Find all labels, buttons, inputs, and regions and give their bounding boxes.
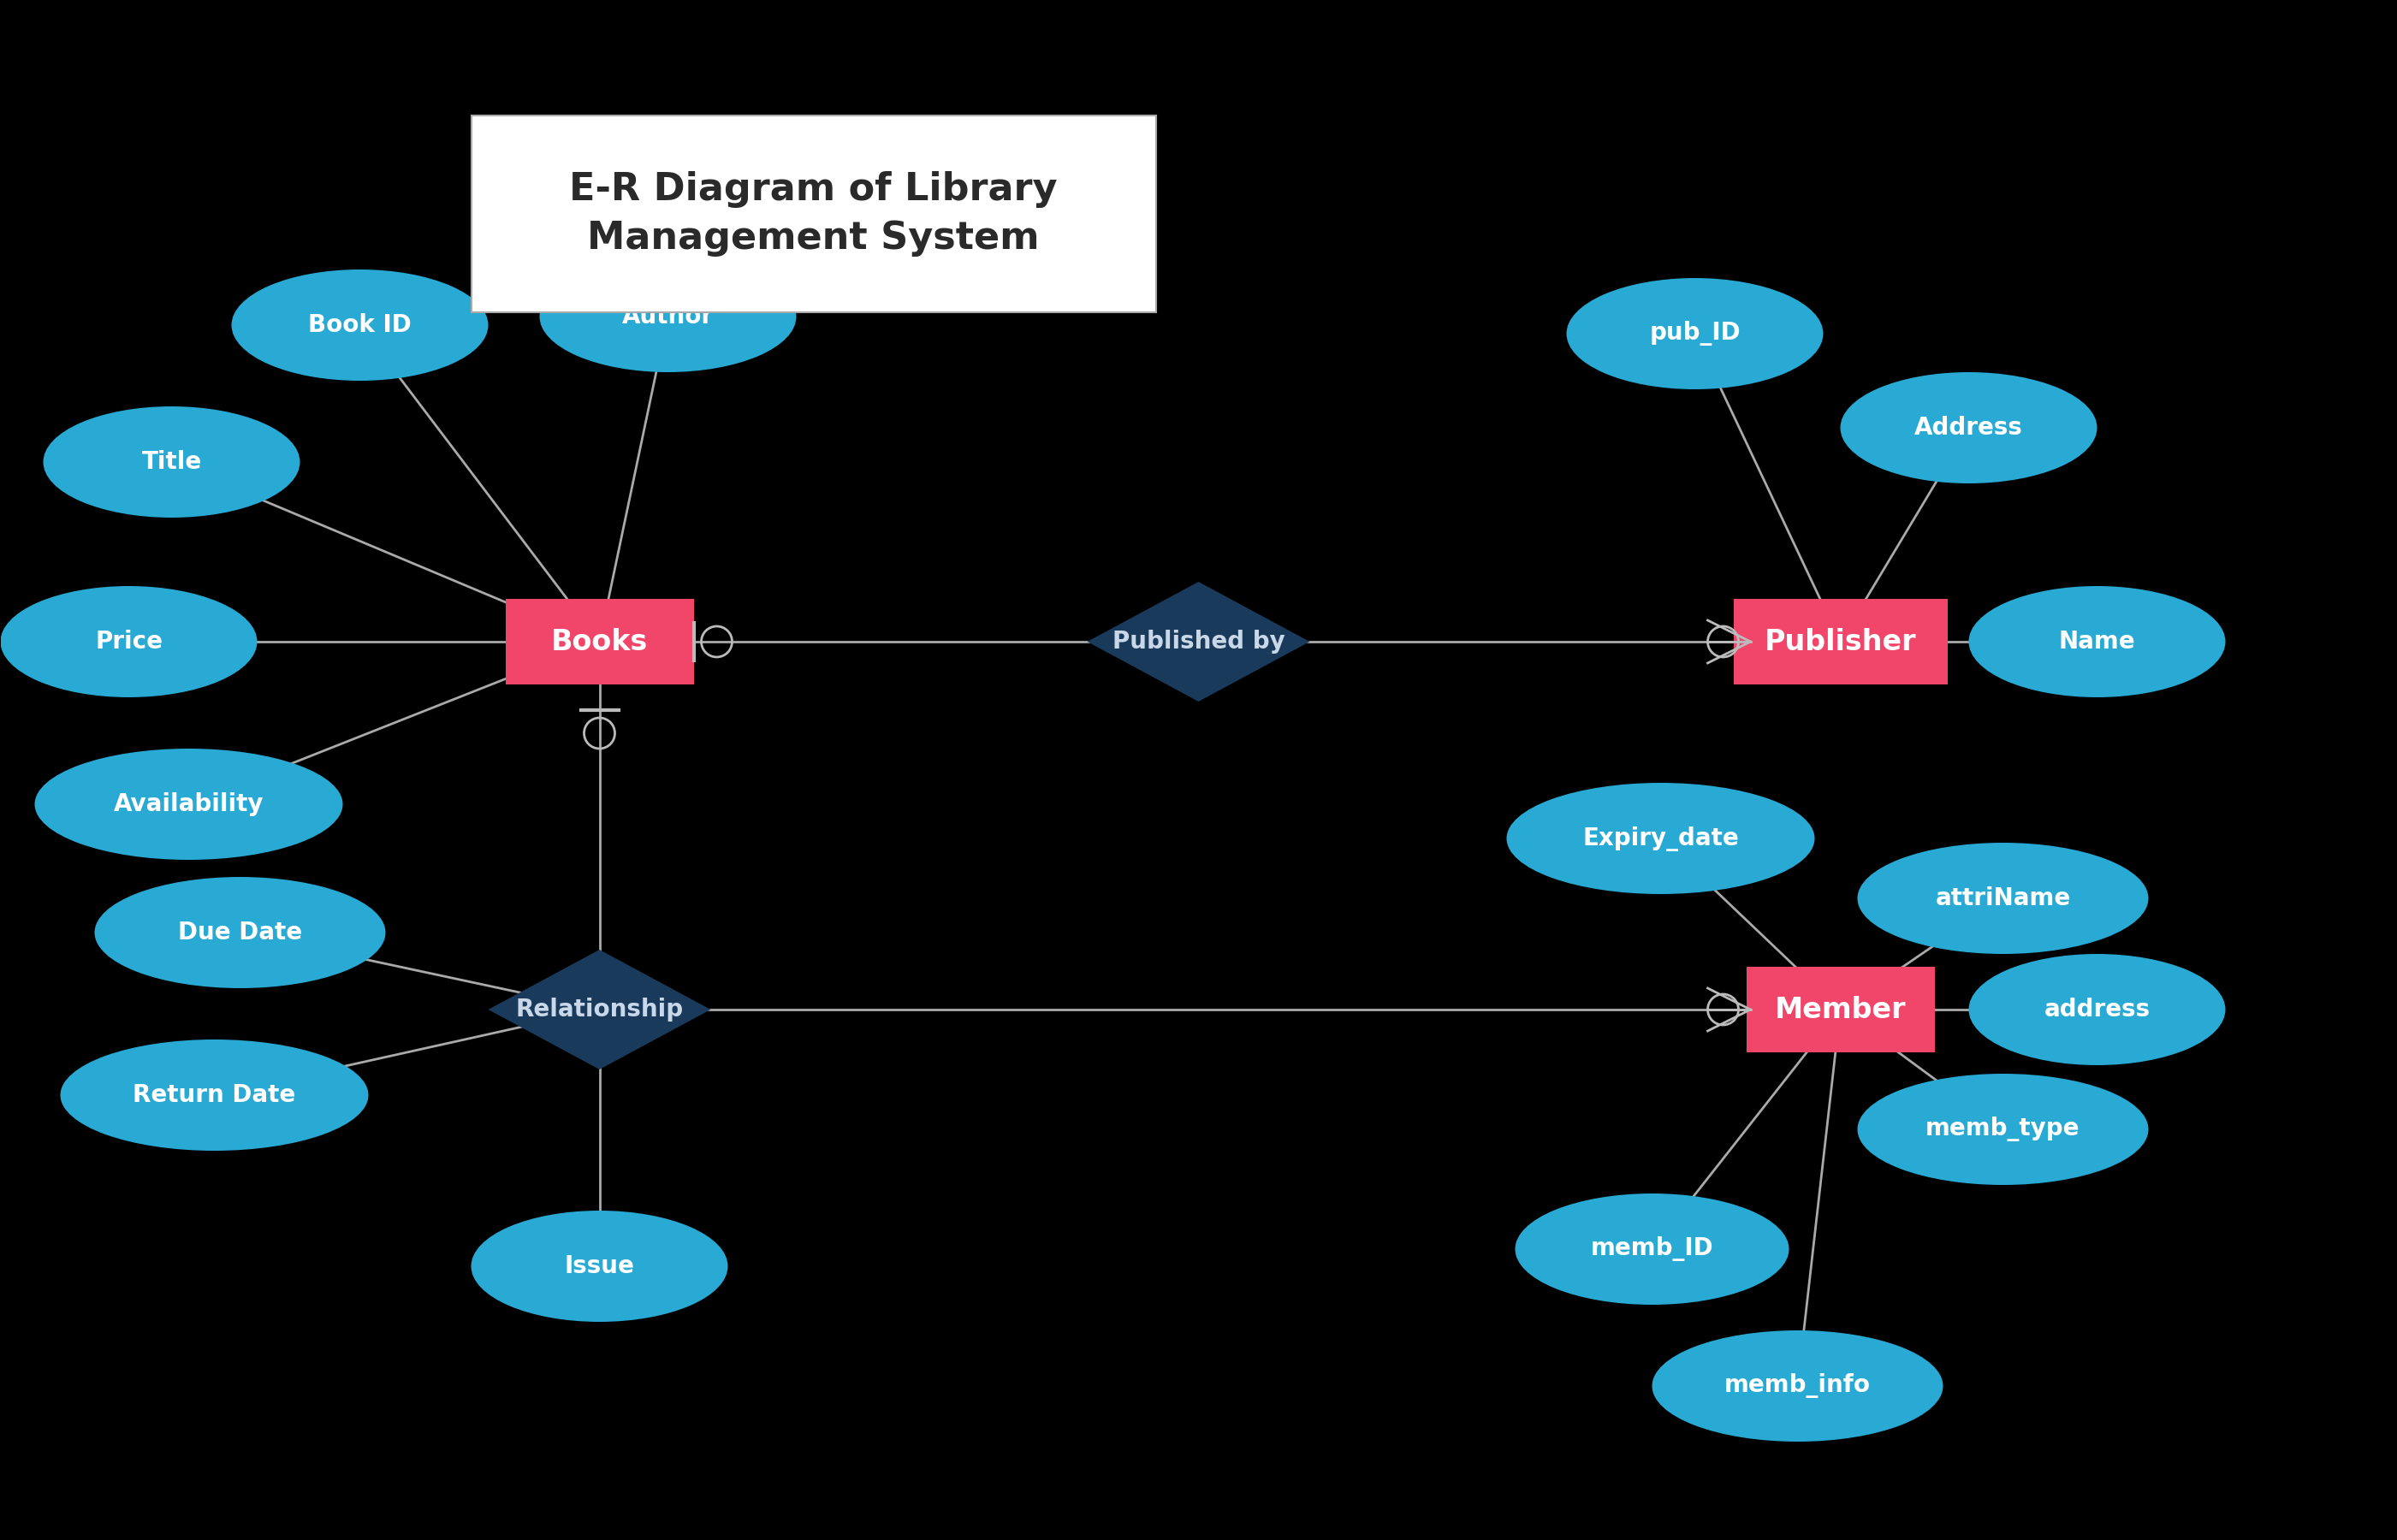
Text: Publisher: Publisher [1764,628,1915,656]
Ellipse shape [1841,373,2097,484]
Text: Published by: Published by [1112,630,1285,653]
Text: Name: Name [2059,630,2136,653]
Ellipse shape [43,407,300,517]
Text: memb_type: memb_type [1925,1116,2081,1141]
Text: Member: Member [1774,995,1906,1024]
Text: Book ID: Book ID [309,313,412,337]
FancyBboxPatch shape [1745,967,1934,1052]
Text: Address: Address [1915,416,2023,440]
Text: Author: Author [623,305,714,328]
Text: attriName: attriName [1934,887,2071,910]
Ellipse shape [1515,1194,1788,1304]
Ellipse shape [1858,1073,2148,1184]
Polygon shape [489,950,712,1069]
Ellipse shape [1568,279,1824,390]
Ellipse shape [1508,782,1815,895]
Text: address: address [2045,998,2150,1021]
Ellipse shape [0,587,256,698]
FancyBboxPatch shape [472,116,1155,313]
Ellipse shape [1652,1331,1944,1441]
Ellipse shape [539,260,796,373]
Ellipse shape [1968,953,2224,1066]
Text: Availability: Availability [113,792,264,816]
Ellipse shape [60,1040,369,1150]
Text: Expiry_date: Expiry_date [1582,825,1738,850]
Ellipse shape [34,748,343,859]
Text: Issue: Issue [563,1254,635,1278]
FancyBboxPatch shape [506,599,693,684]
Text: Books: Books [551,628,647,656]
Ellipse shape [1858,842,2148,953]
Text: pub_ID: pub_ID [1649,322,1740,346]
Ellipse shape [472,1210,729,1321]
Text: Relationship: Relationship [515,998,683,1021]
Ellipse shape [1968,587,2224,698]
Ellipse shape [233,270,489,380]
Text: E-R Diagram of Library
Management System: E-R Diagram of Library Management System [570,171,1057,257]
Text: Return Date: Return Date [132,1083,295,1107]
Text: memb_ID: memb_ID [1592,1237,1714,1261]
FancyBboxPatch shape [1733,599,1946,684]
Text: Title: Title [141,450,201,474]
Ellipse shape [93,876,386,989]
Text: Price: Price [96,630,163,653]
Text: memb_info: memb_info [1723,1374,1870,1398]
Polygon shape [1088,582,1309,702]
Text: Due Date: Due Date [177,921,302,944]
